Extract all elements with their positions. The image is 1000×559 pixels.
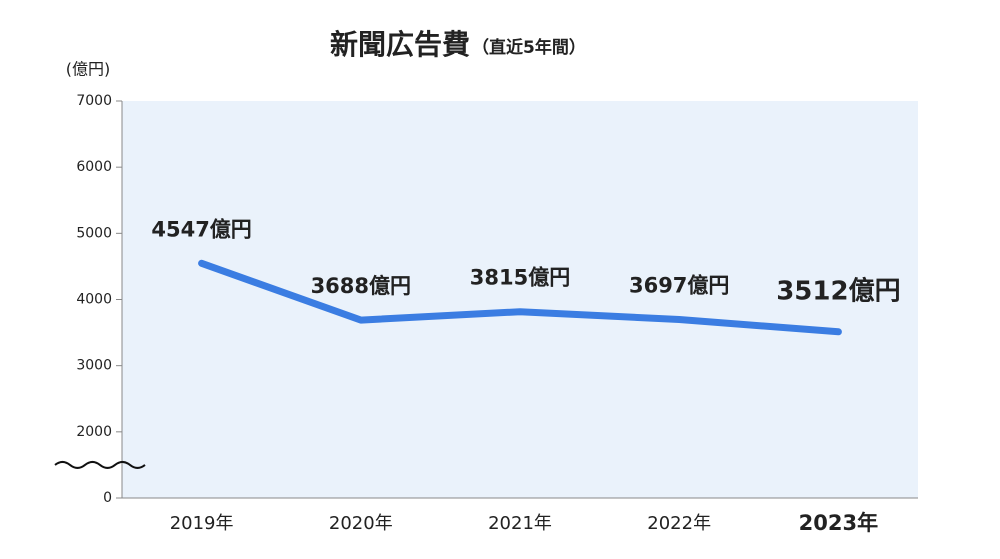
data-label: 3815億円 bbox=[470, 266, 570, 290]
y-tick-label: 0 bbox=[103, 490, 112, 506]
y-tick-label: 5000 bbox=[76, 225, 112, 241]
x-tick-label: 2023年 bbox=[799, 511, 878, 535]
y-tick-label: 7000 bbox=[76, 93, 112, 109]
data-label: 3688億円 bbox=[311, 274, 411, 298]
y-tick-label: 4000 bbox=[76, 292, 112, 308]
x-tick-label: 2020年 bbox=[329, 513, 393, 534]
y-tick-label: 2000 bbox=[76, 424, 112, 440]
data-label: 3697億円 bbox=[629, 274, 729, 298]
axis-break bbox=[54, 460, 146, 469]
chart-subtitle: （直近5年間） bbox=[472, 37, 586, 58]
y-tick-label: 3000 bbox=[76, 358, 112, 374]
data-label: 4547億円 bbox=[151, 217, 251, 241]
y-tick-label: 6000 bbox=[76, 159, 112, 175]
chart-title: 新聞広告費 bbox=[330, 28, 470, 61]
x-tick-label: 2022年 bbox=[647, 513, 711, 534]
x-tick-label: 2021年 bbox=[488, 513, 552, 534]
y-axis-label: (億円) bbox=[66, 60, 111, 79]
x-tick-label: 2019年 bbox=[170, 513, 234, 534]
plot-area bbox=[122, 101, 918, 498]
data-line bbox=[198, 259, 842, 336]
data-label: 3512億円 bbox=[776, 276, 900, 306]
